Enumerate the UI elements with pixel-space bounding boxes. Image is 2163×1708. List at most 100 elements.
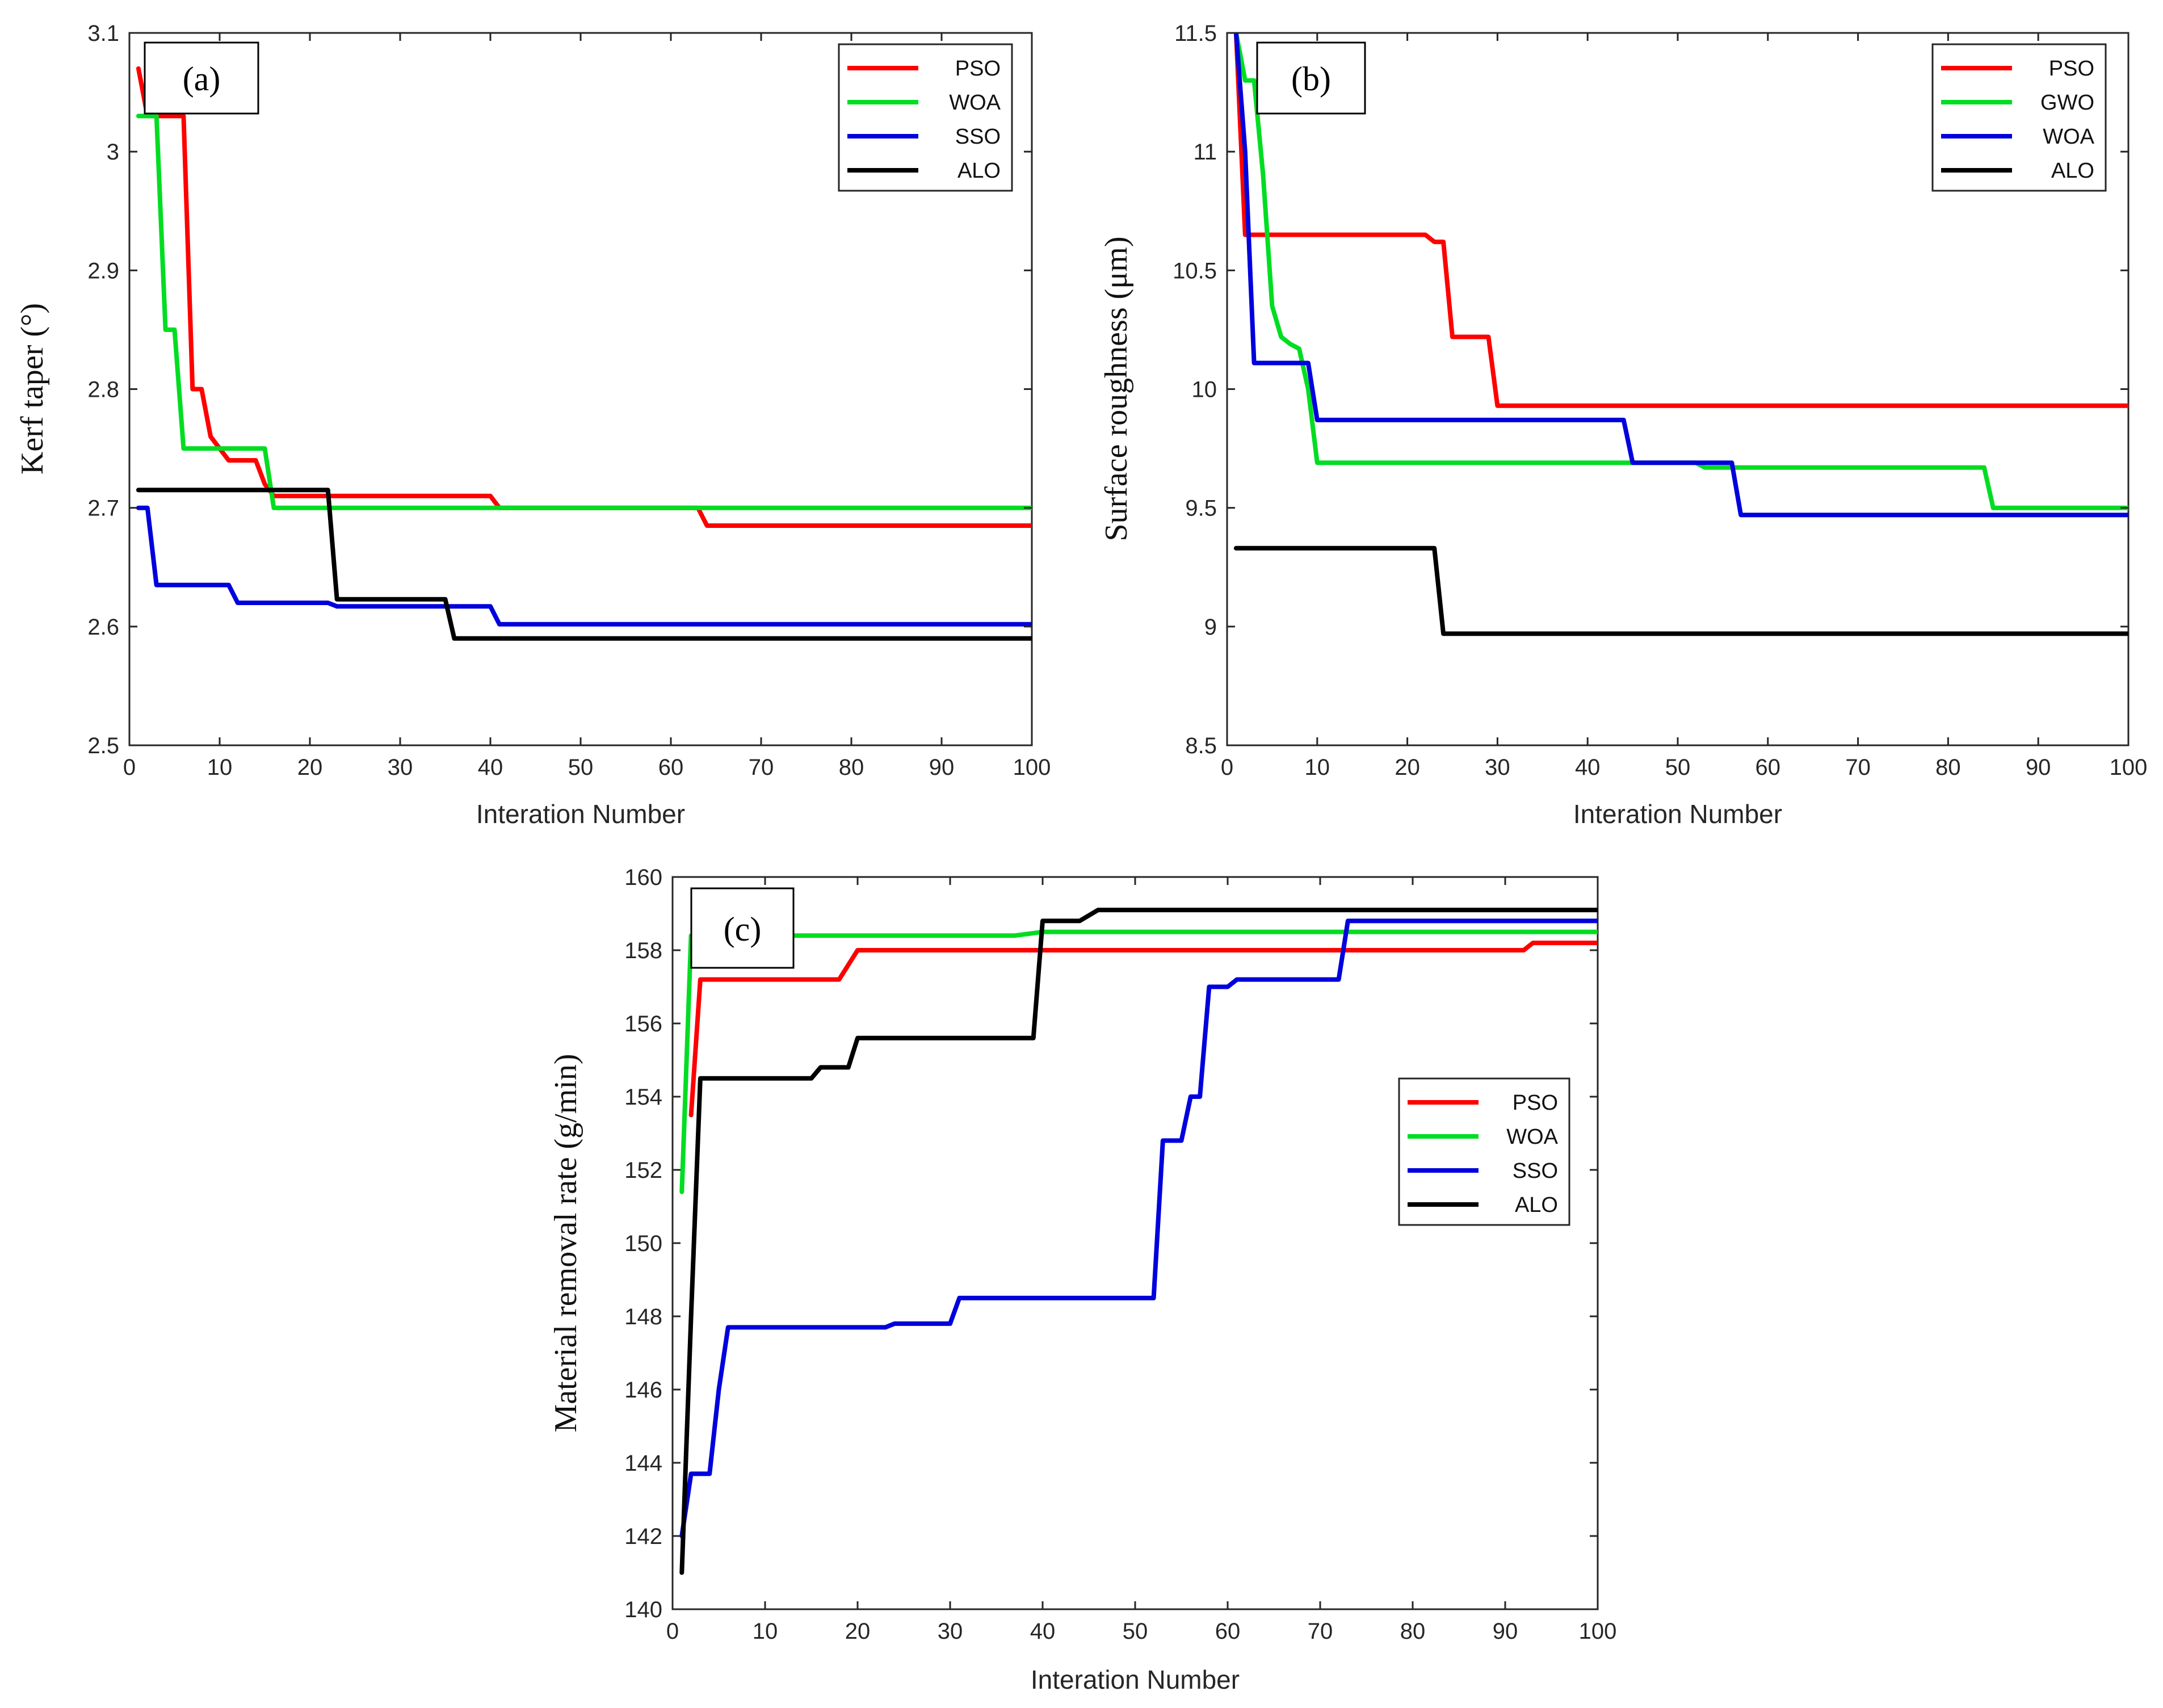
x-tick-label: 30: [938, 1619, 963, 1644]
legend-label-pso: PSO: [1513, 1091, 1558, 1115]
x-tick-label: 40: [1575, 755, 1601, 780]
x-tick-label: 50: [1665, 755, 1691, 780]
y-axis-label: Material removal rate (g/min): [548, 1054, 583, 1432]
y-tick-label: 11: [1193, 140, 1217, 165]
y-tick-label: 160: [624, 865, 662, 890]
y-tick-label: 152: [624, 1158, 662, 1183]
x-tick-label: 70: [1308, 1619, 1333, 1644]
y-tick-label: 11.5: [1174, 21, 1217, 46]
x-tick-label: 80: [1935, 755, 1961, 780]
x-axis-label: Interation Number: [1031, 1665, 1240, 1694]
y-tick-label: 140: [624, 1597, 662, 1622]
legend-label-sso: SSO: [955, 125, 1001, 149]
legend-label-woa: WOA: [2043, 125, 2094, 149]
x-tick-label: 30: [388, 755, 413, 780]
panel-label: (a): [183, 60, 221, 98]
x-tick-label: 0: [1221, 755, 1233, 780]
y-tick-label: 144: [624, 1451, 662, 1476]
y-axis-label: Kerf taper (°): [15, 303, 50, 475]
y-tick-label: 2.6: [87, 615, 119, 640]
x-tick-label: 60: [1215, 1619, 1241, 1644]
series-line-woa: [1233, 33, 2128, 518]
x-tick-label: 20: [845, 1619, 871, 1644]
legend: PSO WOA SSO ALO: [1398, 1077, 1570, 1226]
y-tick-label: 10.5: [1173, 258, 1217, 283]
y-tick-label: 3: [107, 140, 119, 165]
legend-label-pso: PSO: [2049, 57, 2094, 81]
panel-label-box: [1256, 41, 1366, 115]
y-tick-label: 8.5: [1185, 733, 1217, 758]
y-tick-label: 2.7: [87, 496, 119, 521]
y-tick-label: 10: [1192, 377, 1217, 402]
panel-label: (c): [724, 910, 762, 948]
series-line-alo: [1233, 545, 2128, 636]
y-tick-label: 2.8: [87, 377, 119, 402]
series-line-woa: [136, 114, 1032, 510]
x-tick-label: 40: [1030, 1619, 1056, 1644]
y-tick-label: 2.5: [87, 733, 119, 758]
x-tick-label: 80: [1400, 1619, 1426, 1644]
y-tick-label: 154: [624, 1085, 662, 1110]
chart-material-removal-rate: 0 10 20 30 40 50 60 70 80 90 100 140 142 144 146 148 15…: [548, 865, 1616, 1694]
y-tick-label: 9: [1204, 615, 1217, 640]
x-tick-label: 0: [666, 1619, 679, 1644]
x-tick-label: 20: [297, 755, 323, 780]
x-tick-label: 40: [478, 755, 503, 780]
x-tick-label: 0: [123, 755, 136, 780]
y-tick-label: 146: [624, 1378, 662, 1403]
x-tick-label: 50: [568, 755, 594, 780]
y-tick-label: 158: [624, 938, 662, 963]
legend-box: [1398, 1077, 1570, 1226]
legend-label-alo: ALO: [1515, 1193, 1558, 1217]
legend-label-woa: WOA: [1506, 1125, 1558, 1149]
x-tick-label: 60: [658, 755, 684, 780]
legend-label-woa: WOA: [949, 91, 1001, 115]
x-tick-label: 100: [2110, 755, 2148, 780]
x-tick-label: 90: [1493, 1619, 1518, 1644]
series-line-pso: [688, 941, 1598, 1118]
legend-label-alo: ALO: [2051, 159, 2094, 183]
x-tick-label: 60: [1755, 755, 1781, 780]
x-tick-label: 10: [753, 1619, 778, 1644]
chart-kerf-taper: 0 10 20 30 40 50 60 70 80 90 100 2.5 2.6 2.7 2.8 2.9 3 3…: [15, 21, 1051, 829]
chart-surface-roughness: 0 10 20 30 40 50 60 70 80 90 100 8.5 9 9.5 10 10.5 11 11…: [1099, 21, 2147, 829]
legend-label-sso: SSO: [1513, 1159, 1558, 1183]
panel-label: (b): [1291, 60, 1331, 98]
x-tick-label: 90: [929, 755, 955, 780]
y-tick-label: 9.5: [1185, 496, 1217, 521]
x-tick-label: 100: [1579, 1619, 1617, 1644]
x-tick-label: 10: [207, 755, 233, 780]
legend-label-alo: ALO: [957, 159, 1001, 183]
x-tick-label: 70: [749, 755, 774, 780]
x-tick-label: 80: [839, 755, 864, 780]
y-tick-label: 148: [624, 1304, 662, 1329]
x-axis-label: Interation Number: [1573, 799, 1782, 829]
series-line-sso: [679, 918, 1598, 1538]
legend: PSO GWO WOA ALO: [1931, 43, 2107, 192]
panel-label-box: [690, 887, 795, 969]
series-line-woa: [679, 929, 1598, 1194]
x-tick-label: 30: [1485, 755, 1510, 780]
series-line-alo: [136, 488, 1032, 641]
x-tick-label: 100: [1013, 755, 1051, 780]
panel-label-box: [144, 41, 259, 115]
x-tick-label: 20: [1395, 755, 1420, 780]
y-tick-label: 156: [624, 1012, 662, 1036]
y-axis-label: Surface roughness (μm): [1099, 237, 1134, 542]
y-tick-label: 150: [624, 1231, 662, 1256]
series-line-pso: [1233, 33, 2128, 408]
legend: PSO WOA SSO ALO: [838, 43, 1013, 192]
y-tick-label: 2.9: [87, 258, 119, 283]
x-tick-label: 50: [1123, 1619, 1148, 1644]
x-tick-label: 70: [1845, 755, 1871, 780]
series-line-sso: [136, 505, 1032, 627]
legend-label-pso: PSO: [955, 57, 1001, 81]
y-tick-label: 142: [624, 1524, 662, 1549]
x-tick-label: 90: [2026, 755, 2051, 780]
x-tick-label: 10: [1305, 755, 1330, 780]
legend-label-gwo: GWO: [2040, 91, 2094, 115]
x-axis-label: Interation Number: [476, 799, 685, 829]
series-line-alo: [679, 908, 1598, 1575]
